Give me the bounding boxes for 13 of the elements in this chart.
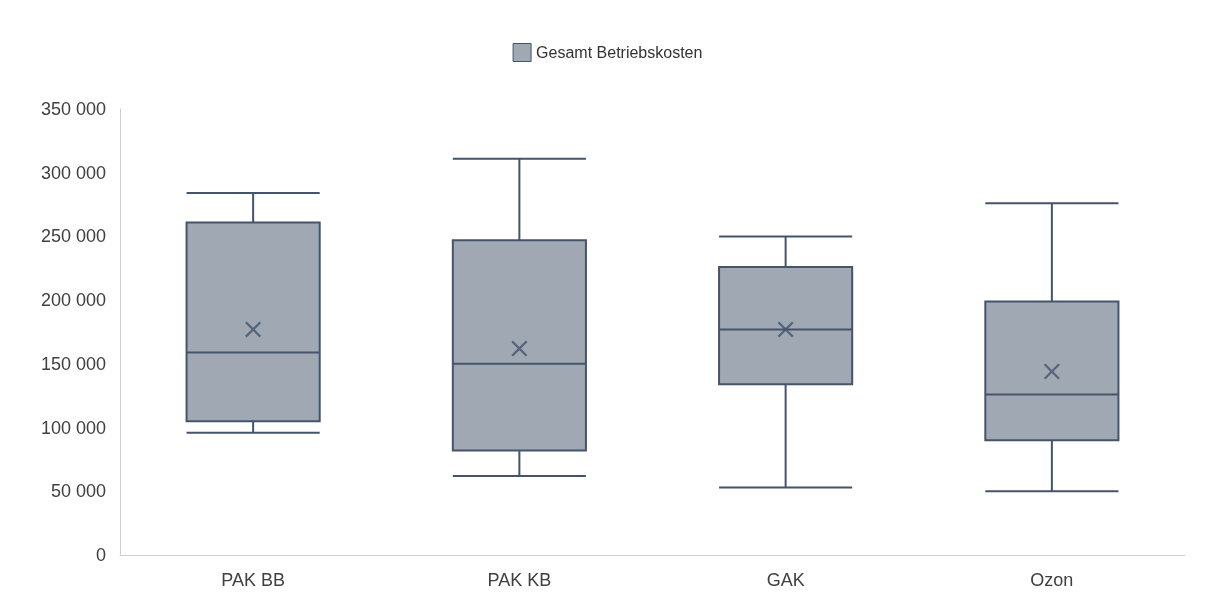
y-tick-label: 250 000 [40, 226, 106, 247]
y-tick-label: 0 [95, 545, 106, 565]
y-tick-label: 150 000 [40, 353, 106, 374]
x-tick-label: PAK BB [221, 570, 285, 590]
y-tick-label: 300 000 [40, 162, 106, 183]
y-tick-label: 350 000 [40, 99, 106, 119]
y-tick-label: 100 000 [40, 417, 106, 438]
y-tick-label: 50 000 [50, 481, 106, 502]
x-tick-label: PAK KB [487, 570, 552, 590]
x-tick-label: GAK [766, 570, 805, 590]
legend-label: Gesamt Betriebskosten [536, 44, 703, 61]
x-tick-label: Ozon [1030, 570, 1074, 590]
y-tick-label: 200 000 [40, 290, 106, 311]
